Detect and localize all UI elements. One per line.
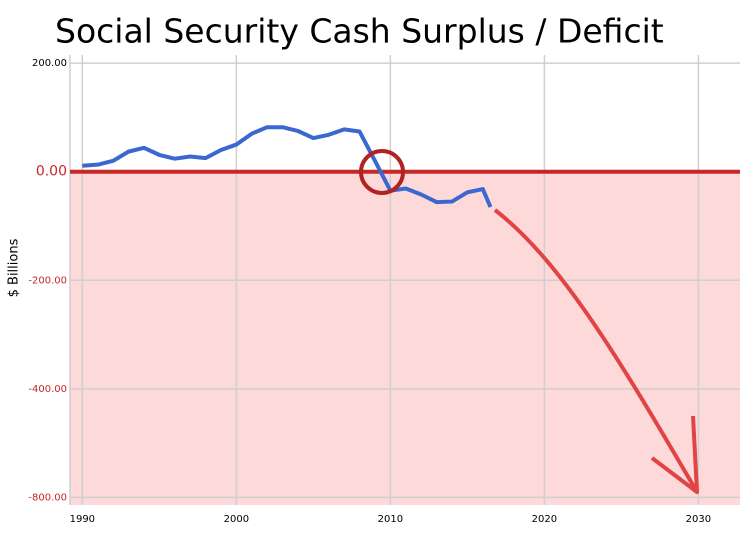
x-tick-label: 1990 (70, 514, 95, 525)
x-tick-label: 2020 (532, 514, 557, 525)
plot: 1990 2000 2010 2020 2030 200.00 0.00 -200.00 -40… (28, 55, 740, 525)
data-line (82, 125, 493, 208)
arrow-head (650, 415, 699, 494)
y-tick-label: 200.00 (32, 58, 67, 69)
y-axis-label: $ Billions (7, 238, 22, 297)
y-tick-label: -200.00 (28, 275, 67, 286)
highlight-circle (359, 149, 405, 195)
y-tick-label: -800.00 (28, 492, 67, 503)
y-tick-label: 0.00 (36, 164, 67, 180)
x-tick-label: 2000 (224, 514, 249, 525)
x-tick-label: 2010 (378, 514, 403, 525)
chart-title: Social Security Cash Surplus / Deficit (55, 12, 664, 51)
y-tick-label: -400.00 (28, 384, 67, 395)
negative-region (70, 171, 740, 505)
trend-arrow (493, 208, 699, 494)
x-tick-label: 2030 (686, 514, 711, 525)
